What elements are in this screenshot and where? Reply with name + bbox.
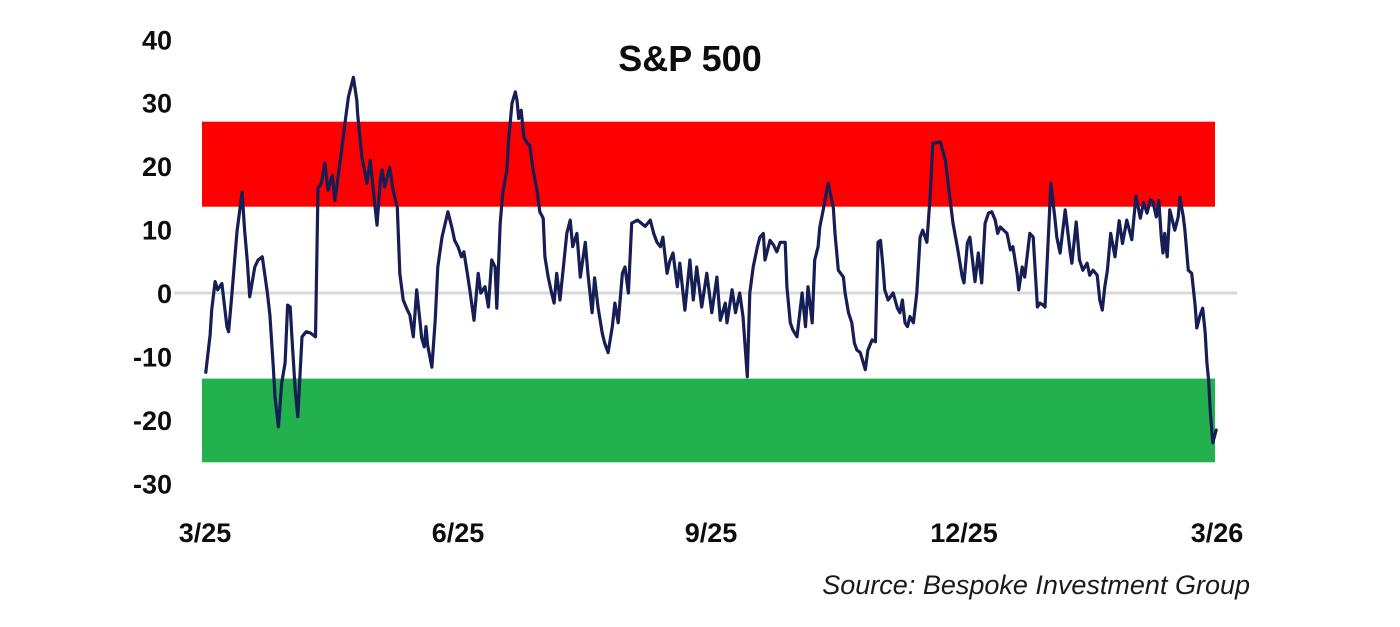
x-tick-label: 6/25 — [432, 518, 485, 548]
sp500-line — [204, 75, 1218, 445]
x-tick-label: 12/25 — [930, 518, 998, 548]
x-tick-label: 3/26 — [1191, 518, 1244, 548]
y-tick-label: -20 — [133, 406, 172, 436]
overbought-band — [202, 121, 1215, 207]
y-tick-label: 10 — [142, 216, 172, 246]
x-tick-label: 9/25 — [685, 518, 738, 548]
y-tick-label: 40 — [142, 25, 172, 55]
y-tick-label: -10 — [133, 342, 172, 372]
source-attribution: Source: Bespoke Investment Group — [822, 570, 1250, 600]
oversold-band — [202, 378, 1215, 463]
x-tick-label: 3/25 — [179, 518, 232, 548]
chart-title: S&P 500 — [618, 38, 762, 79]
y-tick-label: -30 — [133, 469, 172, 499]
y-tick-label: 0 — [157, 279, 172, 309]
y-tick-label: 20 — [142, 152, 172, 182]
y-tick-label: 30 — [142, 89, 172, 119]
